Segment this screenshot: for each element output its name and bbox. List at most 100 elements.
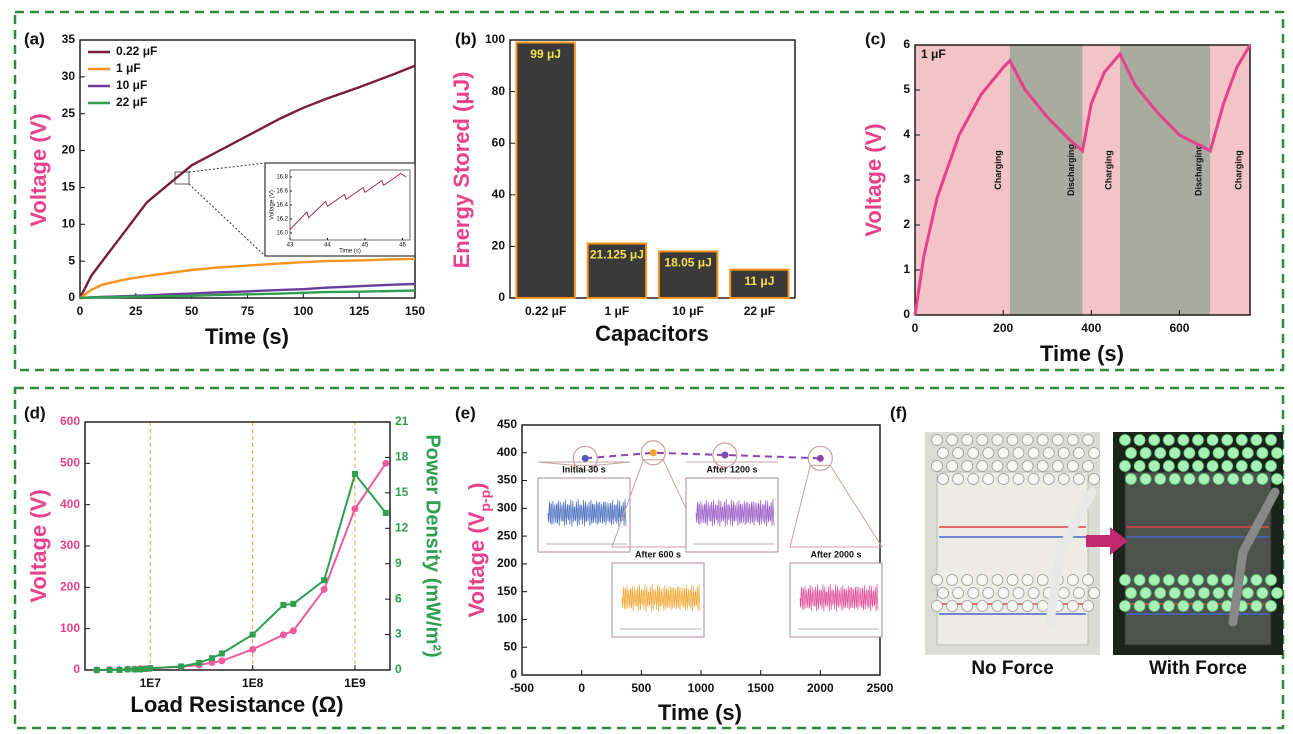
led	[1154, 587, 1167, 599]
bottom-row-frame	[13, 386, 1285, 730]
led	[1036, 460, 1049, 472]
led	[1036, 574, 1049, 586]
point	[649, 449, 657, 457]
led	[1133, 434, 1146, 446]
led	[982, 473, 995, 485]
y-tick-label: 50	[504, 639, 518, 653]
led	[1021, 574, 1034, 586]
led	[1183, 447, 1196, 459]
x-axis-label: Load Resistance (Ω)	[130, 692, 343, 717]
led	[1250, 434, 1263, 446]
led	[1206, 434, 1219, 446]
y-axis-label: Voltage (V)	[861, 123, 886, 236]
inset-x-tick-label: 43	[287, 243, 294, 249]
led	[1265, 574, 1277, 586]
probe	[1228, 487, 1280, 627]
led	[1177, 460, 1190, 472]
led	[931, 600, 943, 612]
led	[1212, 447, 1225, 459]
led	[1082, 434, 1094, 446]
led	[952, 447, 964, 459]
y-tick-label: 250	[497, 528, 517, 542]
led	[1212, 473, 1225, 485]
led	[1192, 434, 1204, 446]
led	[1125, 447, 1137, 459]
region	[1009, 45, 1083, 315]
led	[1051, 460, 1064, 472]
breadboard	[936, 471, 1089, 646]
panel-label: (b)	[455, 29, 477, 48]
led	[1082, 600, 1094, 612]
led	[1227, 447, 1240, 459]
point	[320, 585, 328, 593]
region	[915, 45, 1010, 315]
y-tick-label: 4	[903, 127, 910, 141]
led	[1227, 473, 1240, 485]
connector-line	[585, 451, 821, 460]
y-tick-label: 0	[498, 290, 505, 304]
y-axis-label-part: )	[464, 482, 489, 489]
led	[1168, 447, 1181, 459]
value-label: 18.05 μJ	[664, 256, 711, 270]
led	[991, 600, 1004, 612]
x-tick-label: 75	[241, 304, 255, 318]
led	[1021, 460, 1034, 472]
highlight-ring	[572, 445, 598, 471]
y-tick-label: 5	[68, 253, 75, 267]
plot-frame	[84, 421, 391, 671]
led	[1067, 434, 1079, 446]
top-row-frame	[13, 10, 1285, 372]
point	[321, 577, 328, 584]
led	[1221, 460, 1234, 472]
led	[997, 587, 1010, 599]
plot-frame	[521, 424, 881, 676]
inset-y-tick-label: 16.8	[276, 175, 288, 181]
led	[1168, 587, 1181, 599]
inset-y-tick-label: 16.0	[276, 231, 288, 237]
inset-signal	[547, 499, 627, 527]
led	[1192, 460, 1204, 472]
led	[1133, 574, 1146, 586]
led	[1241, 473, 1254, 485]
led	[1177, 600, 1190, 612]
led	[1012, 587, 1025, 599]
annotation: 1 μF	[921, 47, 946, 61]
led	[1027, 447, 1040, 459]
led	[1168, 473, 1181, 485]
photo-caption: No Force	[971, 658, 1053, 679]
point	[351, 505, 359, 513]
legend-label: 1 μF	[116, 61, 141, 75]
led	[1139, 447, 1152, 459]
inset-label: After 1200 s	[706, 464, 757, 474]
point	[280, 602, 287, 609]
highlight-ring	[640, 440, 666, 466]
point	[289, 627, 297, 635]
led	[961, 600, 974, 612]
y-axis-label-part: Energy Stored (μJ)	[449, 72, 474, 269]
led	[1067, 460, 1079, 472]
led	[997, 447, 1010, 459]
y-tick-label: 25	[62, 106, 76, 120]
led	[952, 587, 964, 599]
y-axis-label: Voltage (V)	[26, 489, 51, 602]
led	[1206, 600, 1219, 612]
line	[913, 44, 1252, 316]
point	[116, 667, 123, 673]
led	[982, 447, 995, 459]
inset-y-tick-label: 16.6	[276, 189, 288, 195]
x-tick-label: 50	[185, 304, 199, 318]
led	[1148, 460, 1161, 472]
point	[218, 657, 226, 665]
point	[178, 663, 185, 670]
line	[96, 462, 387, 671]
x-tick-label: 22 μF	[744, 304, 775, 318]
point	[208, 655, 215, 662]
led	[1235, 434, 1248, 446]
point	[147, 665, 154, 672]
x-tick-label: 125	[349, 304, 369, 318]
led	[1212, 587, 1225, 599]
region-label: Discharging	[1066, 144, 1076, 196]
x-tick-label: 1500	[747, 681, 774, 695]
legend-label: 22 μF	[116, 95, 147, 109]
y2-axis-label: Power Density (mW/m²)	[422, 434, 444, 657]
